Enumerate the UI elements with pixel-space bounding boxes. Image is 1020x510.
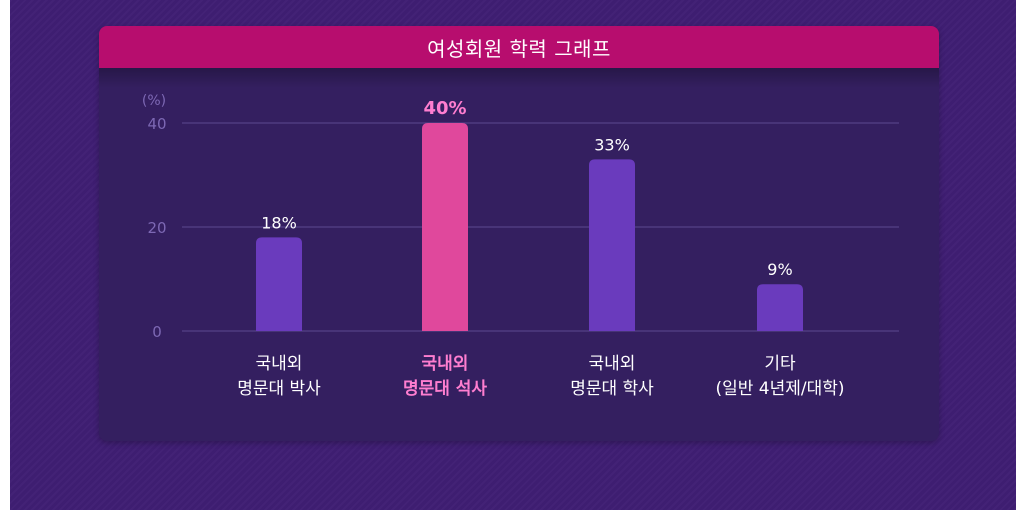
- data-label-1: 18%: [261, 213, 297, 232]
- x-tick-label-4-line-1: 기타: [764, 354, 796, 374]
- data-label-2: 40%: [423, 98, 466, 119]
- data-label-3: 33%: [594, 135, 630, 154]
- header-shadow: [99, 68, 939, 88]
- bar-3: [589, 159, 635, 331]
- chart-title: 여성회원 학력 그래프: [99, 26, 939, 68]
- bar-2: [422, 123, 468, 331]
- x-tick-label-2-line-2: 명문대 석사: [403, 379, 487, 399]
- data-label-4: 9%: [767, 260, 792, 279]
- bar-4: [757, 284, 803, 331]
- x-tick-label-1-line-1: 국내외: [256, 354, 303, 374]
- y-tick-label: 0: [152, 323, 162, 341]
- x-tick-label-1-line-2: 명문대 박사: [237, 379, 321, 399]
- y-tick-label: 20: [147, 219, 166, 237]
- y-axis-unit: (%): [142, 93, 166, 109]
- bar-1: [256, 237, 302, 331]
- x-tick-label-4-line-2: (일반 4년제/대학): [715, 379, 844, 399]
- y-tick-label: 40: [147, 115, 166, 133]
- x-tick-label-2-line-1: 국내외: [422, 354, 469, 374]
- x-tick-label-3-line-2: 명문대 학사: [570, 379, 654, 399]
- x-tick-label-3-line-1: 국내외: [589, 354, 636, 374]
